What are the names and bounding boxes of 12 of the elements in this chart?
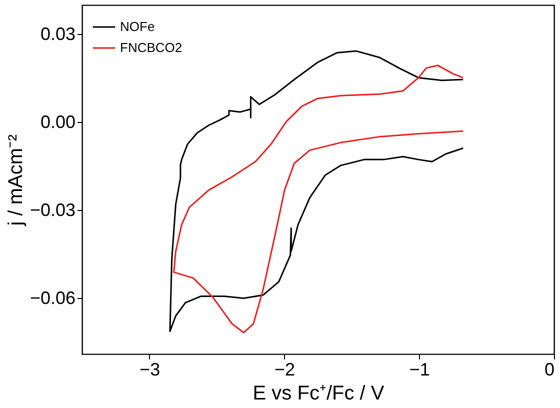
- x-tick-label: −2: [274, 360, 296, 380]
- x-tick-label: −1: [409, 360, 430, 380]
- x-axis-title: E vs Fc⁺/Fc / V: [252, 382, 385, 404]
- y-tick-label: 0.03: [40, 24, 76, 44]
- y-tick-label: −0.06: [30, 288, 76, 308]
- y-axis-title: j / mAcm⁻²: [4, 134, 27, 227]
- legend-label: FNCBCO2: [120, 40, 182, 55]
- y-tick-label: 0.00: [40, 112, 76, 132]
- legend-label: NOFe: [120, 19, 155, 34]
- x-tick-label: −3: [140, 360, 160, 380]
- y-tick-label: −0.03: [30, 200, 76, 220]
- x-tick-label: 0: [544, 360, 554, 380]
